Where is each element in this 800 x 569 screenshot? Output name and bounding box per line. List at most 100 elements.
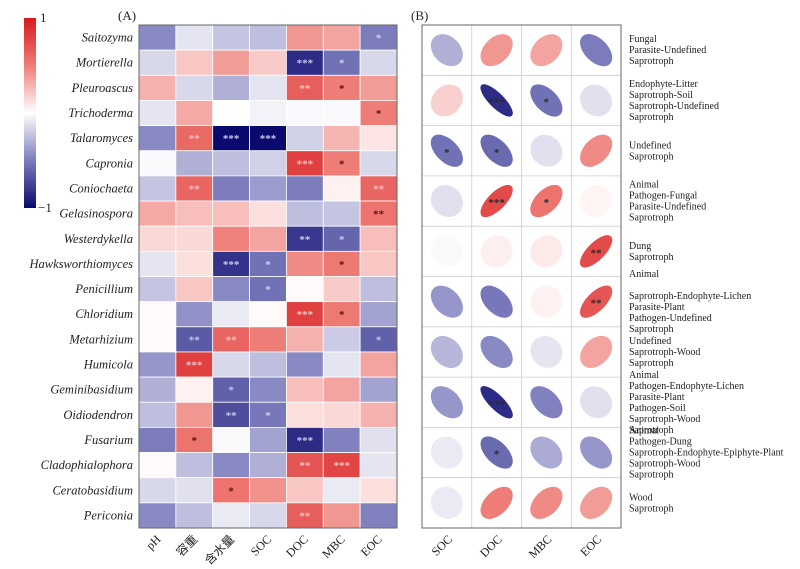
row-label: Ceratobasidium [52,483,133,497]
heatmap-cell [286,250,324,277]
row-label: Trichoderma [68,106,133,120]
heatmap-cell [249,276,287,303]
correlation-ellipse [580,84,613,117]
heatmap-cell [359,200,398,227]
row-label: Cladophialophora [41,458,133,472]
correlation-ellipse [480,34,513,67]
row-label: Hawksworthiomyces [29,257,134,271]
heatmap-cell [212,276,250,303]
heatmap-cell [359,426,398,453]
heatmap-cell [359,477,398,504]
row-label: Saitozyma [82,31,133,45]
panel-b-label: (B) [411,8,428,23]
panel-b-frame [421,24,622,529]
guild-label-line: Saprotroph [629,112,673,123]
heatmap-cell [322,175,361,202]
heatmap-cell [212,49,250,76]
correlation-ellipse [580,134,613,167]
correlation-ellipse [580,486,613,519]
significance-mark: ** [591,247,603,259]
guild-label-line: Saprotroph [629,358,673,369]
heatmap-panel-a: **** *** **** *** ****** *** ****** **** * ***** *… [138,24,398,529]
guild-label-line: Saprotroph [629,425,673,436]
significance-mark: * [265,410,271,422]
heatmap-cell [359,24,398,51]
heatmap-cell [286,326,324,353]
correlation-ellipse [480,285,513,318]
heatmap-cell [286,426,324,453]
heatmap-cell [175,74,214,101]
heatmap-cell [249,477,287,504]
column-label: pH [143,532,164,553]
heatmap-cell [249,250,287,277]
significance-mark: * [265,284,271,296]
heatmap-cell [138,452,177,479]
guild-label-line: Pathogen-Endophyte-Lichen [629,381,744,392]
colorbar: 1 −1 [24,10,52,215]
significance-mark: *** [297,58,314,70]
guild-label-line: Saprotroph-Endophyte-Epiphyte-Plant [629,448,784,459]
guild-label-line: Saprotroph [629,470,673,481]
heatmap-cell [175,150,214,177]
heatmap-cell [322,477,361,504]
heatmap-cell [286,301,324,328]
significance-mark: ** [189,133,201,145]
significance-mark: ** [226,410,238,422]
row-label: Chloridium [75,307,133,321]
heatmap-cell [322,125,361,152]
significance-mark: *** [333,460,350,472]
row-label: Capronia [86,156,133,170]
guild-label-line: Saprotroph-Wood [629,414,700,425]
correlation-ellipse [580,185,613,218]
heatmap-cell [138,502,177,529]
heatmap-cell [359,502,398,529]
heatmap-cell [286,49,324,76]
significance-mark: *** [260,133,277,145]
significance-mark: * [339,259,345,271]
correlation-ellipse [580,386,613,419]
heatmap-cell [138,426,177,453]
guild-label: Fungal Parasite-Undefined Saprotroph [629,34,706,67]
guild-label-line: Parasite-Undefined [629,202,706,213]
significance-mark: ** [299,234,311,246]
guild-label-line: Saprotroph-Wood [629,347,700,358]
guild-label-line: Animal [629,180,659,191]
significance-mark: * [339,58,345,70]
heatmap-a-frame [138,24,398,529]
heatmap-cell [175,502,214,529]
correlation-ellipse [430,84,463,117]
guild-label-line: Saprotroph-Wood [629,459,700,470]
heatmap-cell [359,301,398,328]
heatmap-cell [138,24,177,51]
row-label: Pleuroascus [71,81,133,95]
correlation-ellipse [430,335,463,368]
heatmap-cell [138,125,177,152]
significance-mark: ** [299,460,311,472]
guild-label: Undefined Saprotroph-Wood Saprotroph [629,336,700,369]
heatmap-cell [138,301,177,328]
significance-mark: ** [299,510,311,522]
heatmap-cell [175,477,214,504]
heatmap-cell [359,351,398,378]
heatmap-cell [138,200,177,227]
heatmap-cell [286,100,324,126]
heatmap-cell [212,376,250,403]
heatmap-cell [322,426,361,453]
correlation-ellipse [530,235,563,268]
colorbar-min-label: −1 [38,200,52,215]
significance-mark: * [494,147,500,159]
correlation-ellipse [580,335,613,369]
heatmap-cell [322,326,361,353]
heatmap-cell [322,225,361,252]
guild-label-line: Fungal [629,34,657,45]
panel-b-guild-labels: Fungal Parasite-Undefined SaprotrophEndoph… [629,34,784,514]
correlation-ellipse [480,386,513,419]
row-label: Mortierella [75,56,133,70]
column-label: MBC [319,532,348,561]
correlation-ellipse [480,235,513,268]
significance-mark: *** [488,197,505,209]
ellipse-panel-b: *** ** **** ********* [422,25,621,528]
heatmap-cell [322,100,361,126]
column-label: 容重 [173,532,201,560]
heatmap-cell [138,477,177,504]
